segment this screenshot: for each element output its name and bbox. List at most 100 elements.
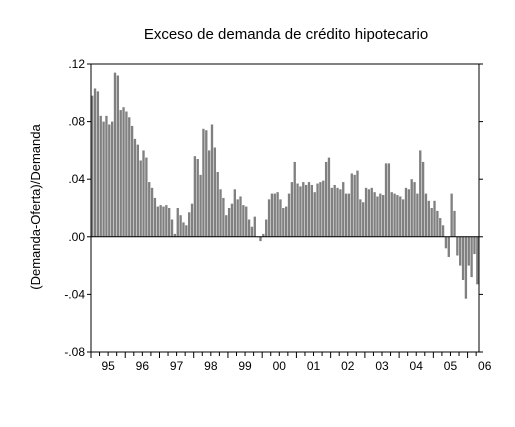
bar [282, 208, 285, 237]
bar [205, 130, 208, 237]
bar [142, 150, 145, 237]
bar [210, 124, 214, 237]
bar [370, 187, 373, 237]
bar [287, 193, 291, 237]
bar [470, 236, 473, 278]
bar [242, 205, 245, 237]
bar [359, 199, 362, 237]
bar [159, 205, 162, 237]
bar [245, 206, 248, 237]
bar [262, 233, 265, 237]
bar [364, 187, 368, 237]
bar [188, 212, 191, 237]
bar [193, 156, 197, 237]
bar [265, 219, 268, 237]
bar [336, 187, 339, 237]
bar [304, 184, 308, 237]
bar [279, 199, 282, 237]
bar [276, 192, 279, 237]
bar [236, 199, 239, 237]
bar [461, 236, 465, 280]
x-tick-label: 02 [341, 359, 355, 373]
bar [196, 159, 199, 237]
bar [156, 206, 159, 237]
bar [219, 189, 222, 237]
x-tick-label: 97 [170, 359, 184, 373]
bar [382, 195, 385, 237]
bar [307, 182, 311, 237]
bar [227, 208, 231, 237]
bar [91, 95, 94, 237]
bar [102, 121, 105, 237]
bar [250, 226, 254, 237]
bar [222, 197, 225, 237]
y-tick-label: -.08 [64, 345, 85, 359]
bar [207, 150, 211, 237]
y-axis-label: (Demanda-Oferta)/Demanda [28, 124, 43, 290]
bar [168, 208, 171, 237]
bar [350, 173, 353, 237]
bar [404, 187, 408, 237]
bar [316, 183, 319, 237]
bar [459, 236, 462, 266]
bar [225, 215, 228, 237]
bar [433, 200, 436, 237]
bar [373, 192, 376, 237]
bar [179, 215, 182, 237]
x-tick-label: 04 [410, 359, 424, 373]
bar [476, 236, 479, 285]
bar [96, 91, 100, 237]
bar [105, 115, 108, 237]
bar [153, 197, 157, 237]
bar [390, 192, 393, 237]
bar-series [91, 72, 479, 299]
bar [267, 199, 271, 237]
bar [125, 111, 128, 237]
bar [293, 161, 296, 237]
bar [202, 128, 205, 237]
bar [176, 208, 179, 237]
x-tick-label: 06 [478, 359, 492, 373]
bar [162, 206, 165, 237]
plot-frame [90, 63, 480, 353]
x-axis-ticks: 95 96 97 98 99 00 01 02 03 04 05 06 [90, 352, 492, 373]
bar [339, 189, 342, 237]
bar [447, 236, 450, 257]
bar [384, 163, 388, 237]
bar [247, 219, 251, 237]
bar [182, 222, 185, 237]
chart-title: Exceso de demanda de crédito hipotecario [144, 26, 428, 43]
bar [313, 192, 316, 237]
bar [173, 233, 177, 237]
bar [441, 225, 445, 237]
bar [467, 236, 470, 266]
bar [122, 107, 125, 237]
x-tick-label: 98 [204, 359, 218, 373]
bar [387, 163, 391, 237]
y-tick-label: -.04 [64, 287, 85, 301]
bar [396, 195, 399, 237]
bar [342, 182, 345, 237]
bar [319, 182, 322, 237]
bar [407, 189, 411, 237]
bar [199, 174, 202, 237]
bar [344, 193, 348, 237]
bar [259, 236, 262, 242]
bar [273, 193, 276, 237]
bar [216, 172, 219, 237]
bar [362, 202, 365, 237]
y-tick-label: .04 [68, 172, 85, 186]
bar [322, 180, 325, 237]
bar [119, 110, 122, 237]
bar [239, 196, 242, 237]
bar [99, 115, 102, 237]
y-tick-label: .00 [68, 230, 85, 244]
bar [233, 189, 236, 237]
bar [327, 157, 331, 237]
bar [424, 193, 428, 237]
bar [353, 174, 356, 237]
bar [427, 200, 430, 237]
bar [253, 216, 256, 237]
bar [330, 187, 333, 237]
